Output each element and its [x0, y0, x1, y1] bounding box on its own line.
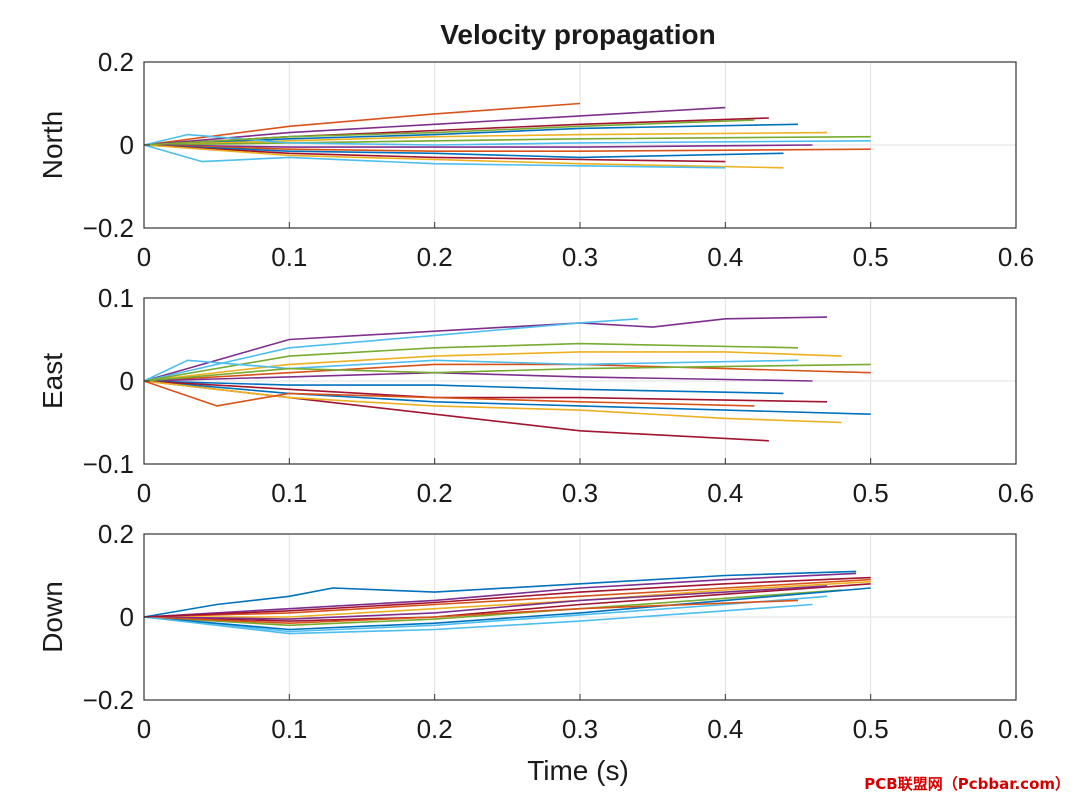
series-line-run-11 — [143, 144, 726, 163]
series-line-run-5 — [143, 363, 871, 382]
y-axis-label: East — [37, 353, 68, 409]
series-line-run-13 — [143, 380, 755, 407]
x-tick-label: 0.3 — [562, 714, 598, 744]
y-axis-label: North — [37, 111, 68, 179]
series-line-run-9 — [143, 144, 871, 152]
series-line-run-8 — [143, 587, 871, 631]
series-line-run-10 — [143, 144, 784, 159]
y-tick-label: 0 — [120, 602, 134, 632]
x-axis-label: Time (s) — [527, 755, 629, 786]
x-tick-label: 0.1 — [271, 242, 307, 272]
x-tick-label: 0.1 — [271, 714, 307, 744]
x-tick-label: 0.6 — [998, 714, 1034, 744]
x-tick-label: 0.4 — [707, 478, 743, 508]
series-line-run-4 — [144, 580, 871, 618]
x-tick-label: 0.6 — [998, 242, 1034, 272]
series-line-run-2 — [143, 318, 639, 382]
x-tick-label: 0.6 — [998, 478, 1034, 508]
y-tick-label: −0.2 — [83, 685, 134, 715]
series-line-run-8 — [143, 144, 813, 148]
series-line-run-1 — [143, 570, 857, 618]
x-tick-label: 0 — [137, 478, 151, 508]
series-line-run-6 — [143, 135, 871, 146]
x-tick-label: 0.3 — [562, 478, 598, 508]
series-line-run-5 — [143, 583, 871, 622]
y-tick-label: −0.2 — [83, 213, 134, 243]
x-tick-label: 0.5 — [853, 714, 889, 744]
x-tick-label: 0.1 — [271, 478, 307, 508]
series-line-run-11 — [143, 603, 813, 635]
series-line-run-4 — [143, 123, 799, 146]
series-line-run-3 — [143, 578, 871, 618]
figure-title: Velocity propagation — [440, 19, 715, 50]
series-line-run-1 — [143, 102, 581, 146]
series-line-run-9 — [143, 585, 828, 620]
x-tick-label: 0.2 — [417, 478, 453, 508]
series-line-run-11 — [143, 359, 799, 382]
series-line-run-13 — [143, 144, 726, 169]
y-tick-label: 0.1 — [98, 283, 134, 313]
series-line-run-12 — [143, 576, 871, 618]
series-line-run-7 — [143, 133, 871, 146]
watermark: PCB联盟网（Pcbbar.com） — [864, 775, 1070, 793]
y-tick-label: 0.2 — [98, 47, 134, 77]
series-line-run-9 — [143, 380, 784, 395]
x-tick-label: 0 — [137, 714, 151, 744]
series-line-run-5 — [143, 131, 828, 146]
y-tick-label: 0 — [120, 130, 134, 160]
x-tick-label: 0.2 — [417, 242, 453, 272]
series-line-run-2 — [143, 106, 726, 146]
x-tick-label: 0.3 — [562, 242, 598, 272]
series-line-run-4 — [143, 380, 871, 415]
y-tick-label: 0 — [120, 366, 134, 396]
series-line-run-12 — [143, 380, 842, 424]
series-line-run-10 — [143, 599, 799, 625]
series-line-run-2 — [143, 572, 857, 618]
y-axis-label: Down — [37, 581, 68, 653]
x-tick-label: 0.5 — [853, 478, 889, 508]
series-line-run-6 — [143, 589, 842, 627]
x-tick-label: 0.5 — [853, 242, 889, 272]
x-tick-label: 0.4 — [707, 714, 743, 744]
x-tick-label: 0.4 — [707, 242, 743, 272]
series-line-run-12 — [143, 144, 784, 169]
x-tick-label: 0.2 — [417, 714, 453, 744]
series-line-run-14 — [143, 119, 755, 146]
x-tick-label: 0 — [137, 242, 151, 272]
y-tick-label: 0.2 — [98, 519, 134, 549]
series-line-run-14 — [143, 363, 871, 382]
y-tick-label: −0.1 — [83, 449, 134, 479]
